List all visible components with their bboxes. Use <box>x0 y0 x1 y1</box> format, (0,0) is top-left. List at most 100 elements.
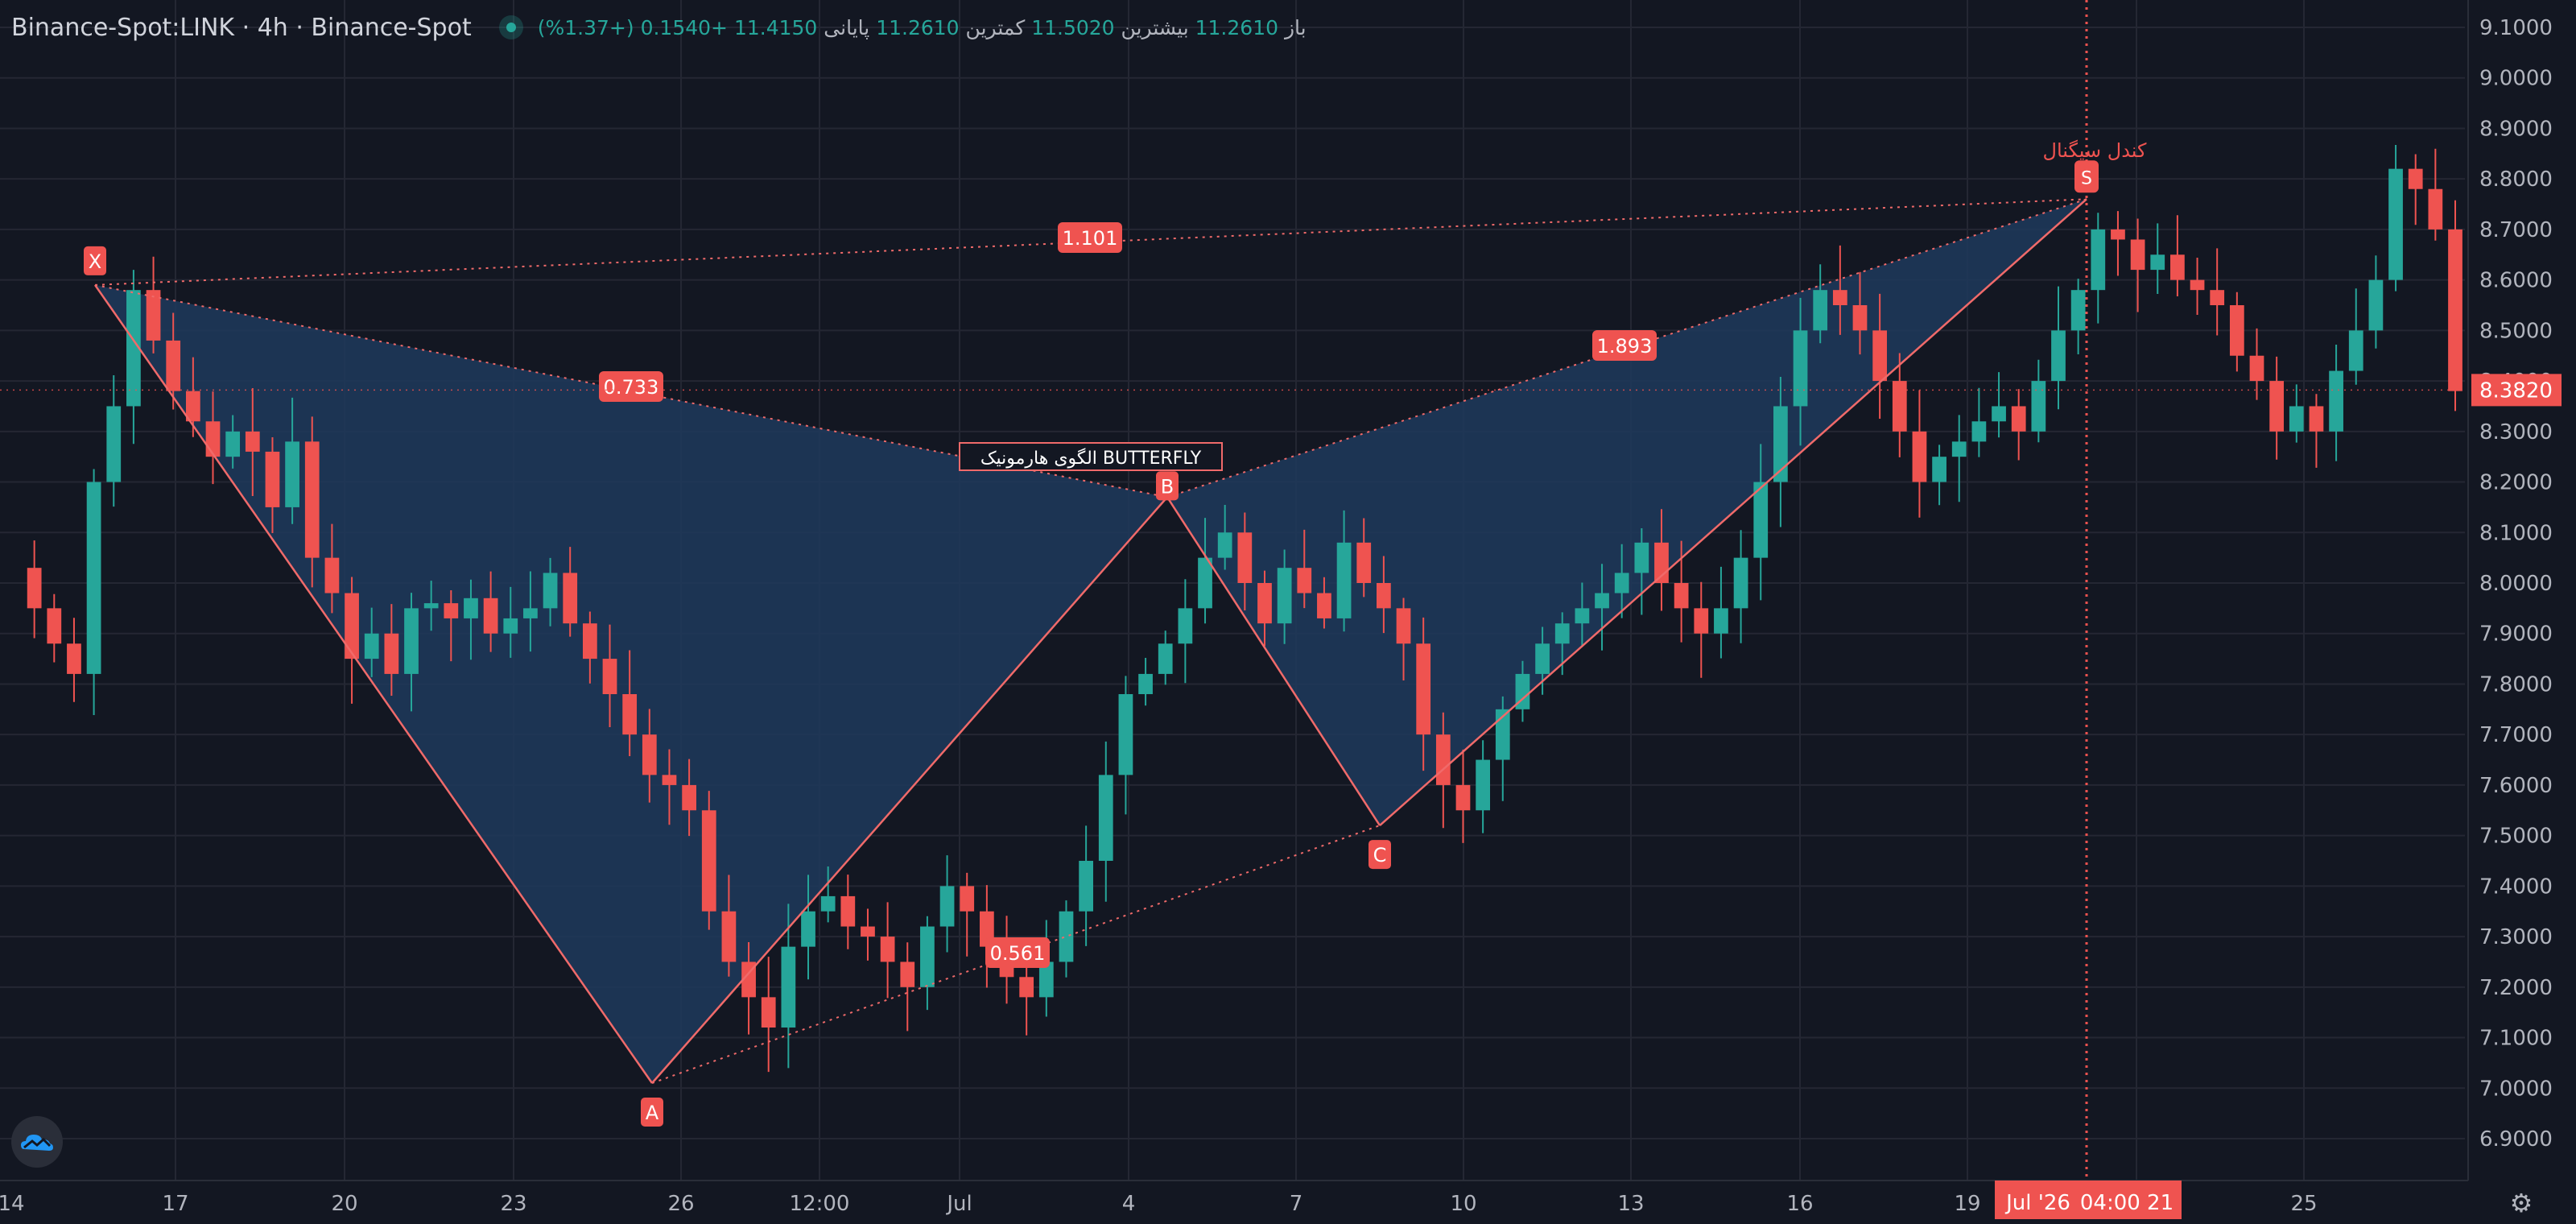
time-tick-label: 14 <box>0 1192 25 1216</box>
candle-down <box>27 540 42 639</box>
candle-up <box>2348 288 2363 385</box>
candle-down <box>1377 556 1391 634</box>
time-tick-label: 10 <box>1450 1192 1476 1216</box>
candle-down <box>245 388 260 497</box>
cloud-logo-icon[interactable] <box>11 1116 63 1168</box>
candle-body <box>1872 330 1888 382</box>
symbol-title[interactable]: Binance-Spot:LINK · 4h · Binance-Spot <box>11 13 472 42</box>
candle-up <box>1336 510 1352 632</box>
ratio-badge-bg <box>599 371 663 402</box>
symbol-legend: Binance-Spot:LINK · 4h · Binance-Spot با… <box>11 11 1307 43</box>
candle-body <box>444 603 459 618</box>
candle-up <box>939 855 955 953</box>
candle-body <box>1098 775 1113 861</box>
candle-up <box>126 270 141 445</box>
pattern-point-b: B <box>1156 471 1179 501</box>
candle-body <box>563 573 578 624</box>
crosshair-date-text: Jul '26 <box>2004 1191 2070 1215</box>
pattern-name-box <box>959 442 1223 471</box>
crosshair-time-bg <box>1995 1181 2182 1219</box>
candle-body <box>781 946 796 1028</box>
candle-body <box>47 608 62 644</box>
candle-down <box>1019 962 1034 1036</box>
candle-body <box>1535 643 1550 674</box>
candle-down <box>1396 598 1411 681</box>
pattern-ratio-line <box>1166 198 2087 498</box>
time-tick-label: 13 <box>1617 1192 1644 1216</box>
candle-down <box>2229 292 2244 372</box>
candle-body <box>404 608 419 674</box>
candle-down <box>2249 328 2264 400</box>
candle-body <box>701 810 716 912</box>
candle-down <box>1297 529 1312 609</box>
price-tick-label: 7.1000 <box>2479 1027 2553 1051</box>
candle-up <box>1733 530 1748 643</box>
candle-up <box>1595 564 1609 651</box>
candle-body <box>2031 381 2046 432</box>
price-tick-label: 8.0000 <box>2479 572 2553 596</box>
ratio-value: 0.733 <box>604 376 659 399</box>
candle-body <box>2051 330 2066 382</box>
pattern-ratio-line <box>94 283 1168 498</box>
close-value: 11.4150 <box>733 15 818 39</box>
candle-body <box>2348 330 2363 371</box>
candle-body <box>2091 229 2106 291</box>
gear-icon[interactable]: ⚙ <box>2509 1188 2533 1218</box>
candle-body <box>1237 532 1253 583</box>
candle-down <box>2210 248 2225 336</box>
candle-down <box>2408 154 2423 225</box>
candle-body <box>2210 290 2225 305</box>
candle-down <box>324 523 340 614</box>
ratio-badge-bg <box>985 937 1050 968</box>
candle-down <box>67 618 81 702</box>
price-tick-label: 7.4000 <box>2479 875 2553 899</box>
candle-body <box>1455 784 1471 811</box>
candle-body <box>285 441 299 507</box>
candle-up <box>285 397 299 524</box>
candle-body <box>920 926 935 987</box>
candle-body <box>861 926 875 937</box>
low-label: کمترین <box>965 15 1026 39</box>
price-axis <box>2468 0 2576 1224</box>
candle-body <box>2190 279 2205 291</box>
price-tick-label: 8.5000 <box>2479 319 2553 343</box>
candle-down <box>1237 512 1253 610</box>
candle-body <box>1634 542 1649 573</box>
candle-body <box>801 911 815 947</box>
candle-body <box>205 421 221 457</box>
candle-up <box>225 415 241 469</box>
candle-body <box>1356 542 1372 583</box>
pattern-point-c: C <box>1368 840 1391 870</box>
candle-body <box>2111 229 2125 240</box>
candle-down <box>840 875 856 949</box>
candle-up <box>2368 255 2384 349</box>
candle-up <box>1614 544 1629 618</box>
candle-down <box>1872 293 1888 419</box>
time-tick-label: 4 <box>1122 1192 1136 1216</box>
point-badge <box>641 1098 663 1127</box>
candle-up <box>1575 582 1590 647</box>
candle-down <box>483 571 498 652</box>
candle-body <box>1198 557 1212 609</box>
ratio-badge: 0.561 <box>985 937 1050 968</box>
candle-body <box>642 734 657 775</box>
candle-up <box>1118 676 1133 815</box>
candle-body <box>245 431 260 452</box>
candle-body <box>820 895 836 912</box>
candle-body <box>741 961 756 998</box>
open-label: باز <box>1284 15 1307 39</box>
candle-body <box>1951 441 1967 457</box>
candle-body <box>1992 406 2006 422</box>
candle-body <box>86 482 101 674</box>
candle-down <box>345 577 359 704</box>
candle-body <box>2408 168 2423 189</box>
price-tick-label: 8.9000 <box>2479 117 2553 141</box>
candle-down <box>701 791 716 930</box>
price-tick-label: 8.2000 <box>2479 471 2553 495</box>
signal-candle-label: کندل سیگنال <box>2043 139 2148 162</box>
candle-up <box>2329 344 2343 461</box>
candle-body <box>2229 305 2244 356</box>
candle-body <box>1336 542 1352 618</box>
